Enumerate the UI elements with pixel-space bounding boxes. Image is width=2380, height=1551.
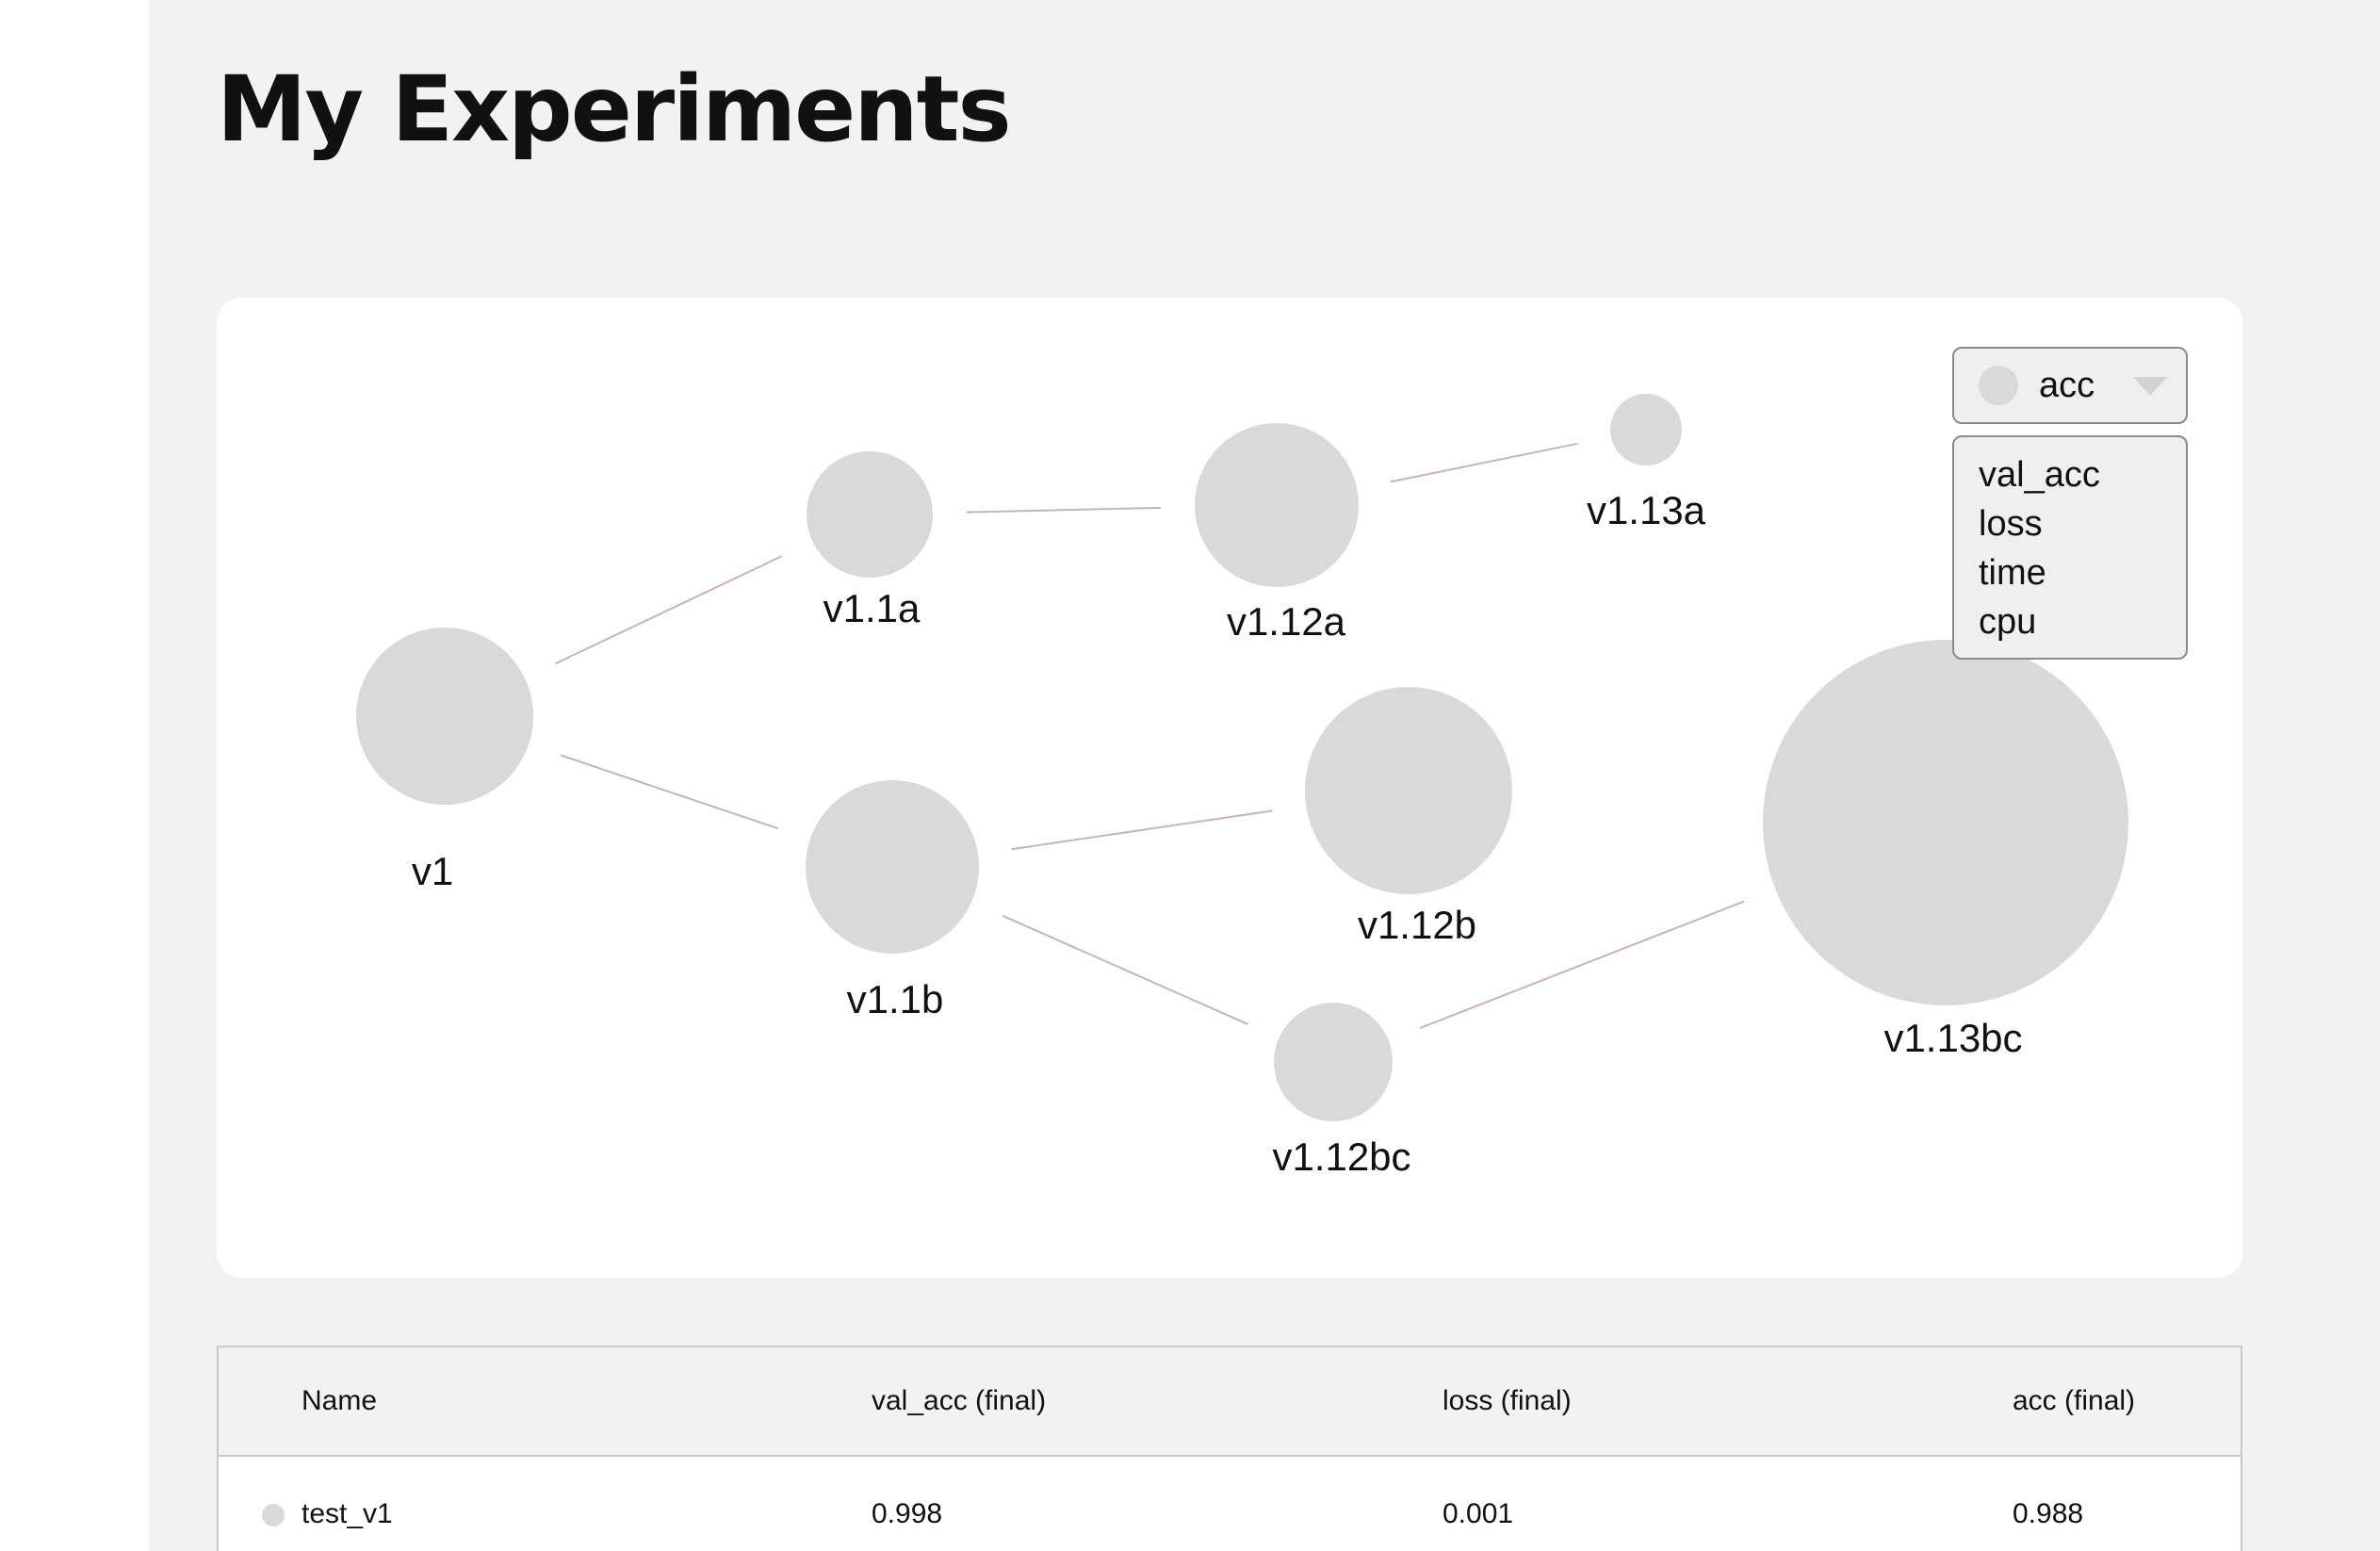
graph-edge xyxy=(966,506,1162,514)
graph-edge xyxy=(555,555,783,665)
graph-node-circle[interactable] xyxy=(1763,640,2128,1005)
page-title: My Experiments xyxy=(217,57,1012,162)
graph-edge xyxy=(1002,914,1248,1025)
graph-node-label: v1.1a xyxy=(823,586,921,630)
graph-node[interactable]: v1.1b xyxy=(806,780,979,1021)
graph-node[interactable]: v1.1a xyxy=(807,451,933,630)
graph-node-label: v1.13bc xyxy=(1883,1016,2022,1060)
graph-node-label: v1.13a xyxy=(1587,488,1706,532)
run-color-dot xyxy=(262,1504,285,1527)
column-header-loss[interactable]: loss (final) xyxy=(1443,1385,1572,1416)
metric-selected-value: acc xyxy=(2039,365,2095,405)
graph-node-circle[interactable] xyxy=(356,628,533,805)
graph-node-label: v1.12bc xyxy=(1272,1135,1410,1179)
metric-select[interactable]: acc xyxy=(1952,347,2188,424)
experiment-graph-card: v1 v1.1a v1.1b v1.12a v1.13a v1.12b v1.12bc v1.… xyxy=(217,298,2242,1278)
cell-name: test_v1 xyxy=(302,1498,393,1529)
graph-node-circle[interactable] xyxy=(1610,394,1682,465)
cell-loss: 0.001 xyxy=(1443,1498,1514,1529)
graph-node[interactable]: v1 xyxy=(356,628,533,893)
graph-node-circle[interactable] xyxy=(1274,1003,1393,1121)
experiments-table: Name val_acc (final) loss (final) acc (f… xyxy=(217,1346,2242,1551)
metric-dropdown-menu: val_acc loss time cpu xyxy=(1952,435,2188,660)
graph-edges xyxy=(555,442,1745,1029)
graph-node-circle[interactable] xyxy=(807,451,933,578)
graph-node-label: v1.12b xyxy=(1358,903,1476,947)
metric-option-loss[interactable]: loss xyxy=(1979,504,2043,544)
column-header-acc[interactable]: acc (final) xyxy=(2013,1385,2136,1416)
experiment-graph: v1 v1.1a v1.1b v1.12a v1.13a v1.12b v1.12bc v1.… xyxy=(356,394,2128,1179)
column-header-name[interactable]: Name xyxy=(302,1385,378,1416)
graph-node[interactable]: v1.13a xyxy=(1587,394,1706,532)
graph-edge xyxy=(1390,442,1578,483)
cell-val-acc: 0.998 xyxy=(872,1498,943,1529)
table-header: Name val_acc (final) loss (final) acc (f… xyxy=(219,1347,2241,1457)
graph-node-label: v1.12a xyxy=(1227,599,1346,644)
graph-node[interactable]: v1.13bc xyxy=(1763,640,2128,1060)
metric-option-cpu[interactable]: cpu xyxy=(1979,602,2037,642)
graph-edge xyxy=(1011,809,1273,851)
graph-node-label: v1.1b xyxy=(847,977,944,1021)
graph-node[interactable]: v1.12b xyxy=(1305,687,1512,947)
graph-node-circle[interactable] xyxy=(806,780,979,954)
graph-node[interactable]: v1.12a xyxy=(1195,423,1359,644)
metric-color-dot xyxy=(1979,366,2018,405)
column-header-val-acc[interactable]: val_acc (final) xyxy=(872,1385,1047,1416)
graph-node-label: v1 xyxy=(412,849,453,893)
graph-node[interactable]: v1.12bc xyxy=(1272,1003,1411,1179)
table-row[interactable]: test_v1 0.998 0.001 0.988 xyxy=(219,1457,2241,1551)
graph-node-circle[interactable] xyxy=(1305,687,1512,894)
chevron-down-icon xyxy=(2133,377,2167,396)
cell-acc: 0.988 xyxy=(2013,1498,2084,1529)
metric-option-time[interactable]: time xyxy=(1979,553,2046,593)
graph-edge xyxy=(1419,900,1745,1029)
metric-option-val-acc[interactable]: val_acc xyxy=(1979,455,2100,495)
graph-node-circle[interactable] xyxy=(1195,423,1359,587)
graph-edge xyxy=(560,754,779,830)
